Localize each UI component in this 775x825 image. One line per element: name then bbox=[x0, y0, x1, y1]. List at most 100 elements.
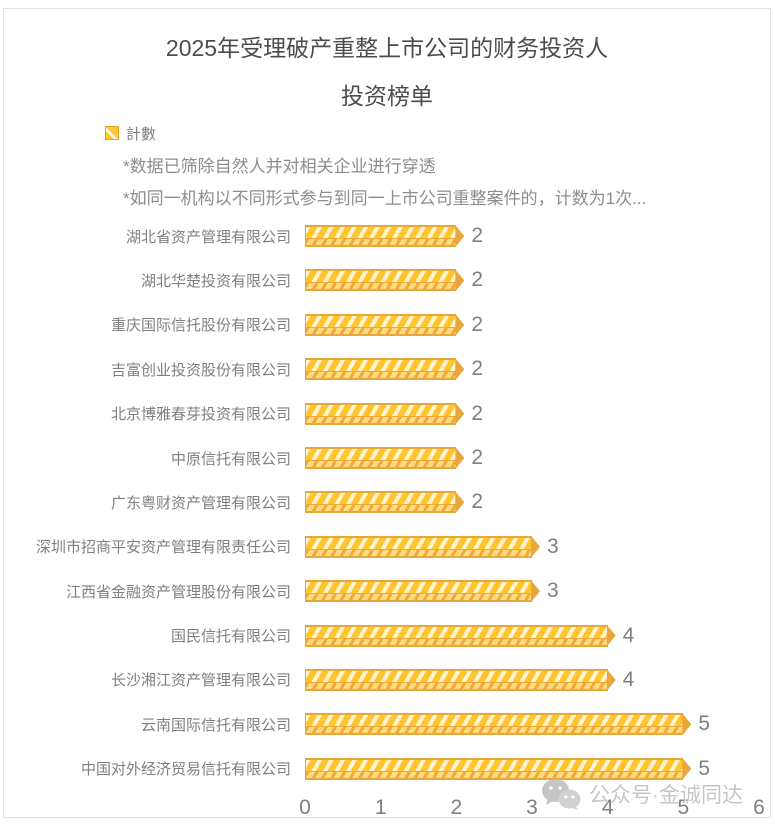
bar bbox=[305, 624, 616, 647]
bar bbox=[305, 757, 692, 780]
page-title-line1: 2025年受理破产重整上市公司的财务投资人 bbox=[165, 35, 609, 61]
bar bbox=[305, 358, 465, 381]
legend-label: 計數 bbox=[126, 125, 157, 143]
bar-pattern-top bbox=[306, 360, 457, 372]
bar-pattern-bottom bbox=[306, 415, 457, 423]
bar-pattern-bottom bbox=[306, 504, 457, 512]
bar-track: 2 bbox=[305, 490, 759, 514]
bar-value-label: 2 bbox=[471, 401, 484, 425]
bar-value-label: 3 bbox=[547, 579, 559, 603]
bar-tip bbox=[606, 668, 616, 691]
bar-track: 2 bbox=[305, 224, 759, 248]
bar bbox=[305, 402, 465, 425]
bar-category-label: 北京博雅春芽投资有限公司 bbox=[110, 406, 291, 424]
bar-row: 广东粤财资产管理有限公司 2 bbox=[4, 480, 770, 524]
bar-track: 4 bbox=[305, 623, 759, 647]
bar-category-label: 国民信托有限公司 bbox=[170, 628, 291, 646]
bar-value-label: 4 bbox=[622, 667, 635, 691]
bar-pattern-bottom bbox=[306, 681, 608, 689]
x-axis-tick: 0 bbox=[299, 795, 311, 818]
bar-pattern-bottom bbox=[306, 238, 457, 246]
bar-row: 湖北省资产管理有限公司 2 bbox=[4, 214, 770, 258]
bar-category-label: 中原信托有限公司 bbox=[170, 450, 291, 468]
bar-pattern-top bbox=[306, 449, 457, 461]
bar-value-label: 3 bbox=[547, 534, 559, 558]
bar-row: 中原信托有限公司 2 bbox=[4, 436, 770, 480]
bar-pattern-top bbox=[306, 404, 457, 416]
bar-tip bbox=[455, 447, 465, 470]
bar-row: 江西省金融资产管理股份有限公司 3 bbox=[4, 569, 770, 613]
bar-category-label: 深圳市招商平安资产管理有限责任公司 bbox=[35, 539, 291, 557]
bar-value-label: 2 bbox=[471, 357, 484, 381]
x-axis-spacer bbox=[4, 796, 305, 817]
bar-pattern-top bbox=[306, 315, 457, 327]
x-axis-tick: 4 bbox=[601, 795, 614, 818]
bar-pattern-bottom bbox=[306, 326, 457, 334]
x-axis-track: 0 1 2 3 4 5 6 bbox=[299, 795, 765, 818]
bar bbox=[305, 447, 465, 470]
bar-pattern-bottom bbox=[306, 460, 457, 468]
bar-row: 中国对外经济贸易信托有限公司 5 bbox=[4, 747, 770, 791]
chart-legend: 計數 bbox=[105, 123, 770, 144]
bar-row: 国民信托有限公司 4 bbox=[4, 613, 770, 657]
bar-tip bbox=[455, 402, 465, 425]
bar-value-label: 5 bbox=[698, 712, 711, 736]
x-axis: 0 1 2 3 4 5 6 bbox=[4, 795, 770, 818]
bar bbox=[305, 713, 692, 736]
bar-pattern-bottom bbox=[306, 593, 532, 601]
bar-track: 2 bbox=[305, 268, 759, 292]
bar-pattern-bottom bbox=[306, 371, 457, 379]
bar-value-label: 2 bbox=[471, 312, 484, 336]
bar-pattern-top bbox=[306, 626, 608, 638]
bar-pattern-bottom bbox=[306, 548, 532, 556]
bar-pattern-top bbox=[306, 715, 684, 727]
bar-pattern-top bbox=[306, 227, 457, 239]
bar-row: 湖北华楚投资有限公司 2 bbox=[4, 258, 770, 302]
bar-row: 北京博雅春芽投资有限公司 2 bbox=[4, 391, 770, 435]
bar-tip bbox=[455, 313, 465, 336]
bar-tip bbox=[682, 713, 692, 736]
legend-swatch-icon bbox=[105, 126, 119, 141]
bar-tip bbox=[682, 757, 692, 780]
bar-tip bbox=[531, 580, 540, 603]
bar-track: 3 bbox=[305, 579, 759, 603]
bar-track: 4 bbox=[305, 667, 759, 691]
chart-card: 2025年受理破产重整上市公司的财务投资人 投资榜单 計數 *数据已筛除自然人并… bbox=[3, 8, 771, 818]
bar-track: 5 bbox=[305, 756, 759, 780]
bar-track: 2 bbox=[305, 401, 759, 425]
bar-pattern-top bbox=[306, 537, 532, 549]
bar-pattern-top bbox=[306, 670, 608, 682]
bar-category-label: 重庆国际信托股份有限公司 bbox=[110, 317, 291, 335]
bar-row: 吉富创业投资股份有限公司 2 bbox=[4, 347, 770, 391]
bar-value-label: 2 bbox=[471, 446, 484, 470]
bar-value-label: 2 bbox=[471, 268, 484, 292]
bar-track: 5 bbox=[305, 712, 759, 736]
bar bbox=[305, 668, 616, 691]
bar-pattern-bottom bbox=[306, 282, 457, 290]
bar-track: 2 bbox=[305, 312, 759, 336]
bar bbox=[305, 313, 465, 336]
bar-tip bbox=[606, 624, 616, 647]
x-axis-tick: 1 bbox=[374, 795, 387, 818]
bar-row: 重庆国际信托股份有限公司 2 bbox=[4, 303, 770, 347]
bar-tip bbox=[455, 269, 465, 292]
bar bbox=[305, 225, 465, 248]
bar-category-label: 长沙湘江资产管理有限公司 bbox=[110, 672, 291, 690]
bar-pattern-top bbox=[306, 271, 457, 283]
bar-category-label: 吉富创业投资股份有限公司 bbox=[110, 361, 291, 379]
bar-track: 2 bbox=[305, 446, 759, 470]
bar-chart: 湖北省资产管理有限公司 2 湖北华楚投资有限公司 2 重庆国际信托股份有限公司 2 吉富创业… bbox=[4, 214, 770, 791]
bar-value-label: 2 bbox=[471, 224, 484, 248]
bar bbox=[305, 491, 465, 514]
bar-value-label: 4 bbox=[622, 623, 635, 647]
bar-pattern-bottom bbox=[306, 637, 608, 645]
bar-category-label: 湖北省资产管理有限公司 bbox=[125, 228, 291, 246]
bar bbox=[305, 535, 540, 558]
bar-category-label: 广东粤财资产管理有限公司 bbox=[110, 494, 291, 512]
bar-category-label: 江西省金融资产管理股份有限公司 bbox=[65, 583, 291, 601]
x-axis-tick: 2 bbox=[450, 795, 463, 818]
bar-row: 云南国际信托有限公司 5 bbox=[4, 702, 770, 746]
bar-value-label: 5 bbox=[698, 756, 711, 780]
bar-pattern-bottom bbox=[306, 770, 684, 778]
bar-tip bbox=[455, 358, 465, 381]
